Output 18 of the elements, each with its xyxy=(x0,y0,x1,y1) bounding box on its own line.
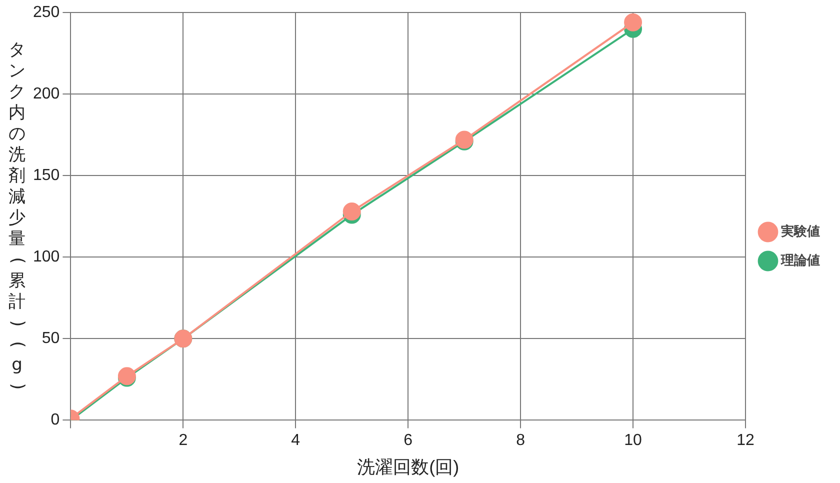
legend-label: 理論値 xyxy=(780,252,820,268)
x-tick-label: 6 xyxy=(404,432,413,450)
x-axis-title: 洗濯回数(回) xyxy=(357,457,460,478)
x-tick-label: 2 xyxy=(178,432,188,450)
y-tick-label: 100 xyxy=(32,248,60,266)
y-tick-label: 200 xyxy=(32,86,60,103)
y-tick-label: 250 xyxy=(32,4,60,22)
x-tick-label: 8 xyxy=(516,432,526,450)
point xyxy=(342,202,361,221)
legend-label: 実験値 xyxy=(780,224,820,239)
x-tick-label: 4 xyxy=(291,432,300,450)
text: タンク内の洗剤減少量(累計)(g) xyxy=(8,40,28,390)
point xyxy=(624,13,642,32)
y-tick-label: 50 xyxy=(42,330,60,348)
y-tick-label: 0 xyxy=(50,412,60,429)
x-tick-label: 10 xyxy=(624,432,642,450)
y-tick-label: 150 xyxy=(32,167,60,184)
x-tick-label: 12 xyxy=(736,432,754,450)
